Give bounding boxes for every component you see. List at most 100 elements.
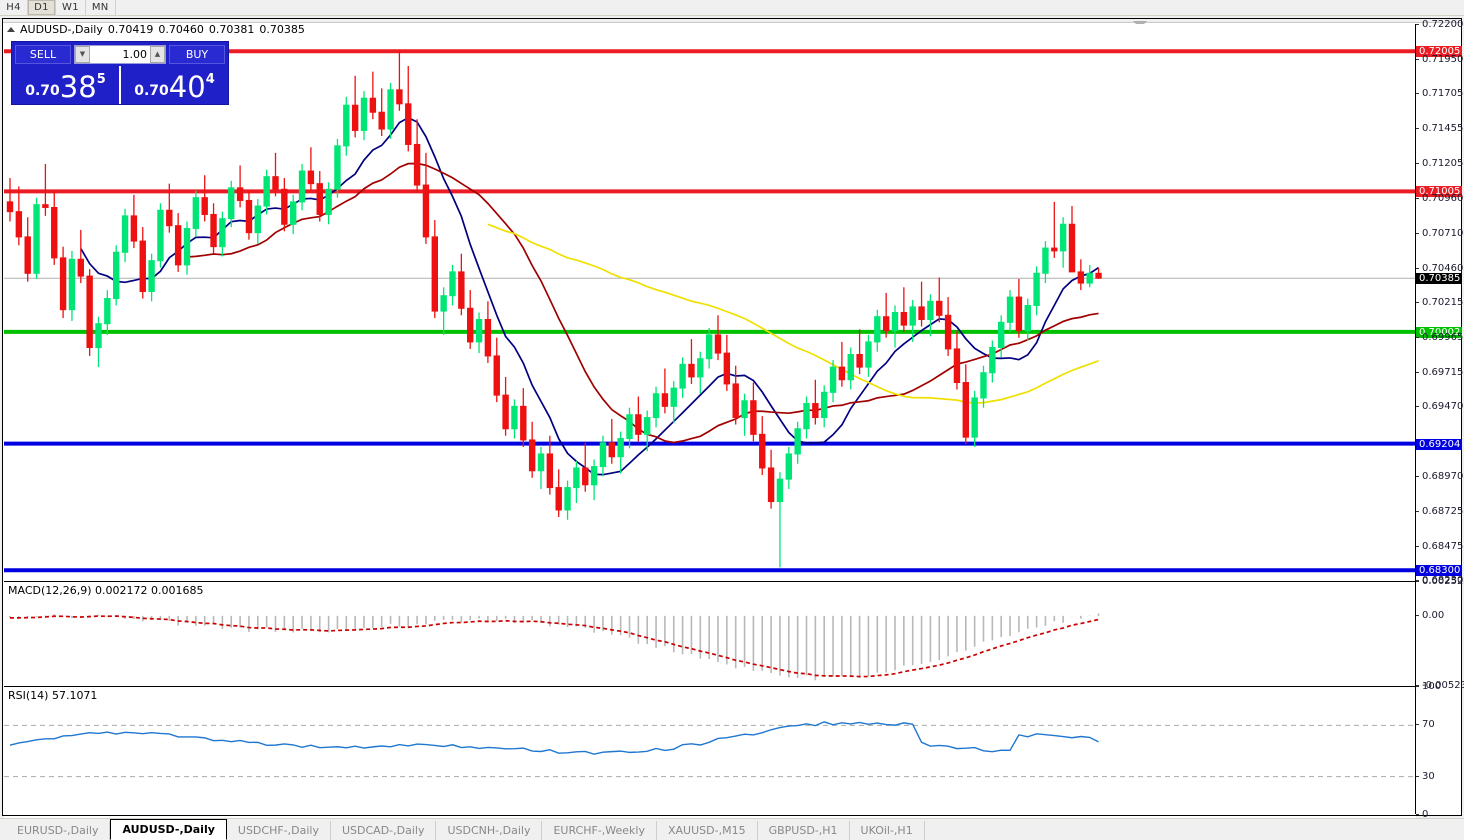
candle-body	[882, 316, 890, 332]
candle-body	[865, 341, 872, 368]
sell-price-fraction: 5	[96, 72, 106, 87]
sell-price-big: 38	[59, 70, 97, 105]
candle-body	[944, 314, 952, 350]
symbol-tab-audusd[interactable]: AUDUSD-,Daily	[110, 819, 227, 840]
candle-body	[166, 209, 173, 227]
price-tick: 0.71705	[1416, 88, 1463, 99]
price-axis[interactable]: 0.72200 0.72005 0.71950 0.71705 0.71455 0.712…	[1415, 19, 1464, 820]
candle-body	[980, 372, 987, 399]
symbol-tab-xauusd[interactable]: XAUUSD-,M15	[657, 821, 758, 840]
symbol-tab-gbpusd[interactable]: GBPUSD-,H1	[758, 821, 850, 840]
candle-body	[971, 397, 978, 438]
price-tick-label: 0.68725	[1422, 505, 1464, 517]
MA-fast	[80, 116, 1100, 476]
candle-body	[449, 271, 456, 297]
price-tick: 0.69715	[1416, 367, 1463, 378]
rsi-pane[interactable]: RSI(14) 57.1071	[4, 686, 1416, 814]
price-tick-label: 0.69470	[1422, 401, 1464, 413]
candle-body	[236, 187, 244, 201]
price-tick: 0.70385	[1416, 273, 1462, 285]
candle-body	[767, 467, 775, 503]
timeframe-mn[interactable]: MN	[85, 0, 116, 15]
ohlc-close: 0.70385	[259, 22, 305, 36]
symbol-tab-usdcnh[interactable]: USDCNH-,Daily	[436, 821, 543, 840]
candle-body	[387, 89, 394, 130]
candle-body	[528, 439, 536, 472]
symbol-tab-usdcad[interactable]: USDCAD-,Daily	[331, 821, 437, 840]
candle-body	[351, 104, 359, 131]
price-pane[interactable]	[4, 24, 1416, 580]
candle-body	[272, 176, 279, 190]
candle-body	[1033, 272, 1040, 307]
candle-body	[413, 143, 421, 186]
one-click-trading-panel[interactable]: SELL ▼ 1.00 ▲ BUY 0.70 38 5 0.70 40 4	[11, 41, 229, 105]
timeframe-d1[interactable]: D1	[28, 0, 56, 15]
candle-body	[157, 209, 164, 262]
candle-body	[148, 260, 155, 292]
volume-decrement-icon[interactable]: ▼	[75, 45, 90, 63]
volume-input[interactable]: 1.00	[122, 47, 148, 61]
candle-body	[874, 316, 881, 343]
macd-signal-line	[9, 615, 1099, 678]
macd-tick: -0.005234	[1416, 680, 1464, 691]
symbol-tab-eurusd[interactable]: EURUSD-,Daily	[6, 821, 111, 840]
buy-button[interactable]: BUY	[169, 44, 225, 64]
candle-body	[741, 400, 748, 419]
candle-body	[573, 467, 580, 489]
candle-body	[290, 201, 297, 225]
price-tick: 0.70960	[1416, 193, 1463, 204]
price-tick: 0.72005	[1416, 46, 1462, 58]
candle-body	[51, 206, 58, 259]
macd-label: MACD(12,26,9) 0.002172 0.001685	[8, 584, 207, 597]
symbol-tab-eurchf[interactable]: EURCHF-,Weekly	[542, 821, 657, 840]
price-tick-label: 0.70215	[1422, 297, 1464, 308]
symbol-tab-usdchf[interactable]: USDCHF-,Daily	[227, 821, 331, 840]
candle-body	[440, 295, 447, 312]
candle-body	[1024, 305, 1031, 332]
candle-body	[670, 387, 677, 407]
candle-body	[298, 170, 306, 203]
price-tick-label: 0.71205	[1422, 158, 1464, 170]
toolbar-filler	[115, 0, 1464, 15]
candle-body	[608, 442, 615, 458]
tick-mark	[1416, 93, 1419, 95]
trade-panel-controls: SELL ▼ 1.00 ▲ BUY	[12, 42, 228, 66]
timeframe-h4[interactable]: H4	[0, 0, 28, 15]
candle-body	[493, 355, 500, 396]
candle-body	[776, 478, 784, 503]
price-tick-label: 0.71950	[1422, 54, 1464, 65]
MA-medium	[186, 162, 1099, 444]
candle-body	[24, 236, 31, 274]
macd-pane[interactable]: MACD(12,26,9) 0.002172 0.001685	[4, 581, 1416, 685]
MA-slow	[487, 223, 1099, 404]
candle-body	[6, 201, 14, 213]
price-tick-label: 0.72200	[1422, 19, 1464, 30]
tick-mark	[1416, 614, 1419, 616]
sell-button[interactable]: SELL	[15, 44, 71, 64]
candle-body	[635, 414, 642, 435]
buy-price-quote[interactable]: 0.70 40 4	[119, 66, 228, 104]
candle-body	[502, 394, 509, 430]
price-tick: 0.69204	[1416, 438, 1462, 450]
candle-body	[201, 197, 208, 215]
candle-body	[458, 271, 465, 309]
candle-body	[1006, 296, 1014, 323]
ohlc-high: 0.70460	[158, 22, 204, 36]
sell-price-quote[interactable]: 0.70 38 5	[12, 66, 119, 104]
price-level-badge: 0.69204	[1416, 438, 1462, 450]
symbol-tab-ukoil[interactable]: UKOil-,H1	[850, 821, 925, 840]
symbol-tab-bar[interactable]: EURUSD-,Daily AUDUSD-,Daily USDCHF-,Daily U…	[0, 818, 1464, 840]
rsi-tick: 30	[1416, 771, 1435, 782]
volume-stepper[interactable]: ▼ 1.00 ▲	[74, 44, 166, 64]
candle-body	[104, 297, 111, 325]
timeframe-w1[interactable]: W1	[56, 0, 86, 15]
candle-body	[1068, 223, 1076, 273]
tick-mark	[1416, 24, 1419, 25]
candle-body	[537, 453, 545, 472]
price-tick: 0.70460	[1416, 263, 1463, 274]
price-tick: 0.68725	[1416, 506, 1463, 517]
sell-price-prefix: 0.70	[25, 83, 60, 99]
volume-increment-icon[interactable]: ▲	[150, 45, 165, 63]
candle-body	[617, 438, 624, 458]
price-tick: 0.70710	[1416, 228, 1463, 239]
